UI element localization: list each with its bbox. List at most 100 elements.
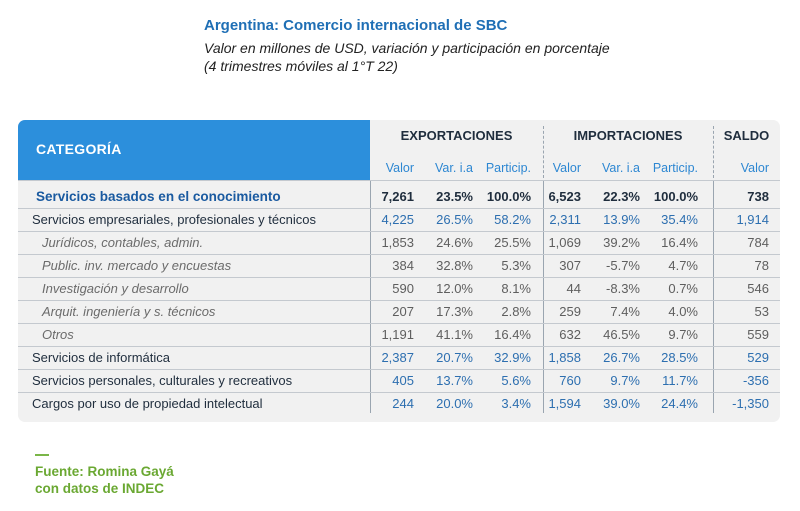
row-divider <box>18 208 780 209</box>
table-row: Jurídicos, contables, admin. 1,853 24.6% 25… <box>18 231 780 254</box>
exp-part-cell: 16.4% <box>494 327 531 342</box>
row-divider <box>18 254 780 255</box>
exp-valor-cell: 384 <box>392 258 414 273</box>
source-line-1: Fuente: Romina Gayá <box>35 464 174 479</box>
exp-valor-cell: 207 <box>392 304 414 319</box>
row-divider <box>18 231 780 232</box>
table-row: Public. inv. mercado y encuestas 384 32.8%… <box>18 254 780 277</box>
table-row: Servicios basados en el conocimiento 7,26… <box>18 185 780 208</box>
exp-var-cell: 20.0% <box>436 396 473 411</box>
source-note: Fuente: Romina Gayá con datos de INDEC <box>35 463 174 497</box>
exp-var-cell: 26.5% <box>436 212 473 227</box>
saldo-valor-header: Valor <box>740 161 769 175</box>
saldo-valor-cell: 738 <box>747 189 769 204</box>
imp-var-cell: 22.3% <box>603 189 640 204</box>
saldo-valor-cell: 559 <box>747 327 769 342</box>
exp-valor-cell: 244 <box>392 396 414 411</box>
column-divider <box>370 180 371 413</box>
row-label: Servicios basados en el conocimiento <box>36 189 281 204</box>
saldo-valor-cell: -356 <box>742 373 769 388</box>
exp-var-cell: 24.6% <box>436 235 473 250</box>
exp-valor-cell: 2,387 <box>381 350 414 365</box>
saldo-valor-cell: 53 <box>754 304 769 319</box>
imp-valor-cell: 760 <box>559 373 581 388</box>
imp-var-cell: 39.2% <box>603 235 640 250</box>
imp-var-cell: 13.9% <box>603 212 640 227</box>
row-label: Cargos por uso de propiedad intelectual <box>32 396 263 411</box>
imp-part-header: Particip. <box>652 161 698 175</box>
exports-group-header: EXPORTACIONES <box>400 128 513 143</box>
imports-group-header: IMPORTACIONES <box>573 128 683 143</box>
header: Argentina: Comercio internacional de SBC… <box>204 16 764 75</box>
column-divider <box>543 180 544 413</box>
exp-part-cell: 32.9% <box>494 350 531 365</box>
exp-part-cell: 8.1% <box>501 281 531 296</box>
saldo-valor-cell: 529 <box>747 350 769 365</box>
page-title: Argentina: Comercio internacional de SBC <box>204 17 508 34</box>
row-divider <box>18 392 780 393</box>
imp-valor-cell: 307 <box>559 258 581 273</box>
row-divider <box>18 277 780 278</box>
exp-valor-cell: 590 <box>392 281 414 296</box>
exp-valor-cell: 1,191 <box>381 327 414 342</box>
saldo-valor-cell: 784 <box>747 235 769 250</box>
exp-part-header: Particip. <box>485 161 531 175</box>
exp-part-cell: 3.4% <box>501 396 531 411</box>
imp-part-cell: 24.4% <box>661 396 698 411</box>
saldo-valor-cell: -1,350 <box>732 396 769 411</box>
imp-part-cell: 9.7% <box>668 327 698 342</box>
column-divider <box>713 126 714 178</box>
row-divider <box>18 369 780 370</box>
row-label: Servicios personales, culturales y recre… <box>32 373 293 388</box>
exp-valor-cell: 405 <box>392 373 414 388</box>
imp-var-cell: -5.7% <box>606 258 640 273</box>
row-label: Servicios empresariales, profesionales y… <box>32 212 316 227</box>
imp-valor-cell: 2,311 <box>549 212 581 227</box>
imp-valor-cell: 6,523 <box>548 189 581 204</box>
imp-part-cell: 11.7% <box>662 373 698 388</box>
header-divider <box>18 180 780 181</box>
imp-part-cell: 4.7% <box>668 258 698 273</box>
exp-part-cell: 100.0% <box>486 189 531 204</box>
table-row: Investigación y desarrollo 590 12.0% 8.1% 44… <box>18 277 780 300</box>
subtitle-line-1: Valor en millones de USD, variación y pa… <box>204 40 610 56</box>
imp-part-cell: 35.4% <box>661 212 698 227</box>
imp-var-cell: -8.3% <box>606 281 640 296</box>
imp-var-cell: 46.5% <box>603 327 640 342</box>
balance-group-header: SALDO <box>723 128 770 143</box>
exp-part-cell: 5.6% <box>501 373 531 388</box>
imp-valor-cell: 1,594 <box>548 396 581 411</box>
exp-var-cell: 12.0% <box>436 281 473 296</box>
footer-accent <box>35 454 49 456</box>
exp-part-cell: 5.3% <box>501 258 531 273</box>
imp-part-cell: 4.0% <box>668 304 698 319</box>
column-divider <box>543 126 544 178</box>
imp-part-cell: 0.7% <box>668 281 698 296</box>
imp-valor-header: Valor <box>552 161 581 175</box>
row-label: Public. inv. mercado y encuestas <box>42 258 232 273</box>
imp-part-cell: 28.5% <box>661 350 698 365</box>
category-header-block: CATEGORÍA <box>18 120 370 180</box>
table-row: Otros 1,191 41.1% 16.4% 632 46.5% 9.7% 559 <box>18 323 780 346</box>
exp-part-cell: 25.5% <box>494 235 531 250</box>
imp-valor-cell: 44 <box>566 281 581 296</box>
table-row: Servicios de informática 2,387 20.7% 32.9% 1… <box>18 346 780 369</box>
saldo-valor-cell: 546 <box>747 281 769 296</box>
row-divider <box>18 300 780 301</box>
exp-var-header: Var. i.a <box>435 161 473 175</box>
exp-valor-cell: 7,261 <box>381 189 414 204</box>
exp-var-cell: 32.8% <box>436 258 473 273</box>
exp-var-cell: 17.3% <box>436 304 473 319</box>
row-label: Investigación y desarrollo <box>42 281 189 296</box>
row-label: Jurídicos, contables, admin. <box>42 235 204 250</box>
exp-valor-cell: 1,853 <box>381 235 414 250</box>
row-divider <box>18 323 780 324</box>
imp-valor-cell: 259 <box>559 304 581 319</box>
imp-var-cell: 26.7% <box>603 350 640 365</box>
trade-table: CATEGORÍA EXPORTACIONES IMPORTACIONES SA… <box>18 120 780 422</box>
table-row: Servicios personales, culturales y recre… <box>18 369 780 392</box>
imp-valor-cell: 1,069 <box>548 235 581 250</box>
column-divider <box>713 180 714 413</box>
row-label: Servicios de informática <box>32 350 170 365</box>
row-label: Otros <box>42 327 74 342</box>
